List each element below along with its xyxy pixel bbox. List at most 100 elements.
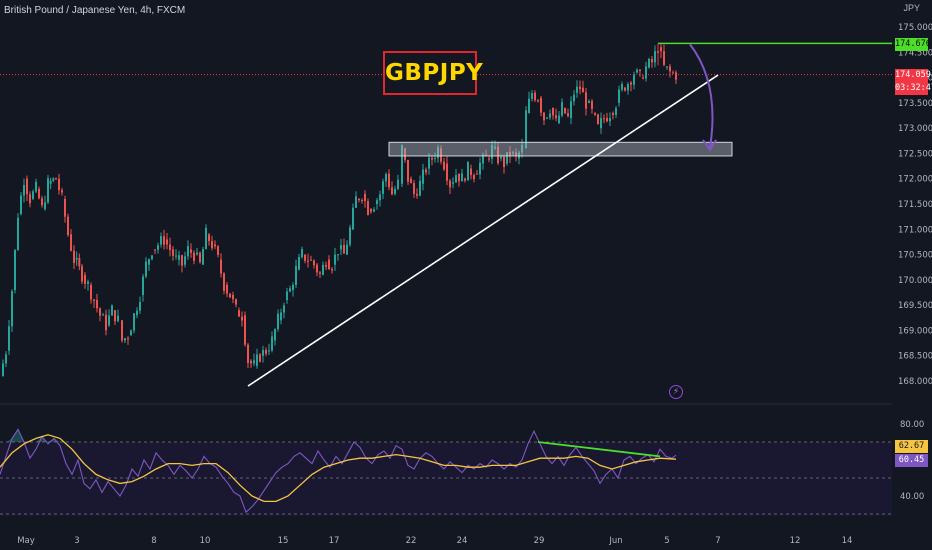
candle	[434, 152, 436, 163]
candle	[277, 309, 279, 332]
price-pane[interactable]	[0, 42, 892, 387]
candles	[2, 42, 677, 377]
candle	[205, 224, 207, 250]
time-tick-label: Jun	[608, 536, 622, 546]
candle	[166, 232, 168, 250]
candle	[491, 140, 493, 165]
candle	[280, 308, 282, 325]
candle	[564, 107, 566, 115]
candle	[458, 173, 460, 187]
candle	[298, 253, 300, 271]
candle	[633, 71, 635, 90]
candle	[38, 186, 40, 200]
candle	[549, 109, 551, 120]
rsi-tick-label: 40.00	[900, 492, 924, 502]
candle	[603, 114, 605, 124]
trendline[interactable]	[247, 74, 719, 387]
candle	[130, 329, 132, 336]
candle	[211, 235, 213, 251]
candle	[379, 190, 381, 207]
candle	[476, 170, 478, 175]
candle	[506, 152, 508, 166]
candle	[488, 156, 490, 163]
candle	[645, 61, 647, 82]
candle	[579, 80, 581, 95]
candle	[531, 90, 533, 102]
rsi-pane[interactable]	[0, 428, 892, 516]
candle	[407, 159, 409, 185]
currency-label: JPY	[903, 3, 920, 13]
current-price-tag: 174.059	[895, 69, 931, 82]
candle	[355, 191, 357, 208]
candle	[87, 279, 89, 291]
candle	[624, 86, 626, 92]
candle	[313, 259, 315, 269]
price-tick-label: 173.500	[898, 99, 932, 109]
candle	[534, 90, 536, 103]
candle	[133, 312, 135, 334]
candle	[397, 174, 399, 191]
price-tick-label: 170.000	[898, 276, 932, 286]
divergence-line[interactable]	[537, 441, 661, 458]
candle	[184, 251, 186, 268]
candle	[606, 112, 608, 123]
candle	[238, 307, 240, 317]
price-tick-label: 175.000	[898, 23, 932, 33]
time-tick-label: 10	[200, 536, 211, 546]
candle	[455, 169, 457, 184]
candle	[449, 178, 451, 195]
price-tick-label: 174.500	[898, 48, 932, 58]
candle	[268, 343, 270, 356]
candle	[117, 309, 119, 323]
forecast-arrow[interactable]	[689, 43, 714, 149]
candle	[588, 99, 590, 104]
candle	[367, 198, 369, 216]
rsi-overbought-fill	[0, 429, 60, 442]
lightning-icon[interactable]: ⚡	[669, 385, 683, 399]
candle	[352, 203, 354, 231]
candle	[512, 150, 514, 156]
candle	[75, 251, 78, 266]
price-tick-label: 171.500	[898, 200, 932, 210]
candle	[597, 113, 599, 125]
candle	[391, 181, 393, 196]
candle	[61, 187, 63, 196]
support-zone[interactable]	[388, 141, 733, 157]
candle	[81, 263, 83, 285]
candle	[2, 359, 4, 377]
candle	[540, 95, 542, 117]
candle	[669, 63, 671, 78]
candle	[515, 148, 517, 162]
candle	[404, 147, 406, 163]
candle	[310, 255, 312, 261]
candle	[570, 96, 572, 125]
candle	[394, 185, 396, 196]
candle	[576, 80, 578, 98]
candle	[497, 142, 499, 166]
time-axis[interactable]: May 3 8 10 15 17 22 24 29 Jun 5 7 12 14	[17, 536, 852, 546]
candle	[49, 177, 52, 190]
candle	[52, 177, 55, 183]
candle	[111, 304, 113, 316]
price-tick-label: 168.000	[898, 377, 932, 387]
candle	[223, 272, 225, 295]
candle	[244, 311, 246, 347]
rsi-axis[interactable]: 80.00 40.00	[900, 420, 924, 502]
candle	[23, 178, 25, 203]
candle	[555, 108, 557, 122]
candle	[419, 175, 421, 197]
candle	[621, 81, 623, 92]
candle	[543, 111, 545, 126]
candle	[99, 307, 101, 322]
candle	[93, 298, 95, 308]
candle	[425, 167, 427, 176]
candle	[102, 312, 104, 316]
price-tick-label: 170.500	[898, 251, 932, 261]
candle	[157, 242, 159, 254]
candle	[202, 246, 204, 265]
candle	[127, 336, 129, 345]
time-tick-label: 5	[664, 536, 669, 546]
candle	[485, 149, 487, 157]
candle	[265, 347, 267, 357]
candle	[262, 345, 264, 363]
